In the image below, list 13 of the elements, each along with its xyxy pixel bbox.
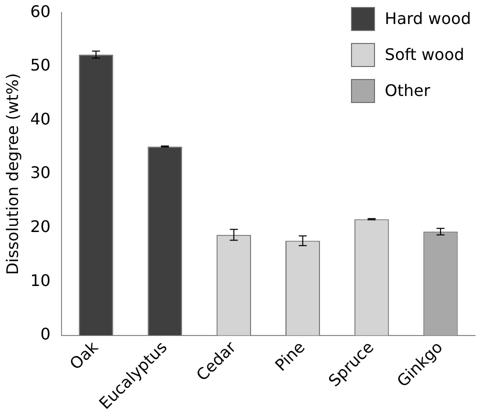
y-tick-label: 30: [30, 163, 51, 182]
y-tick-label: 20: [30, 216, 51, 236]
x-tick-label: Pine: [271, 338, 308, 375]
y-axis-title: Dissolution degree (wt%): [2, 73, 22, 275]
y-tick-label: 10: [30, 270, 51, 290]
legend-label: Other: [384, 81, 430, 100]
legend-label: Soft wood: [384, 45, 464, 64]
y-tick-label: 40: [30, 109, 51, 128]
x-tick-label: Oak: [66, 337, 102, 374]
legend-label: Hard wood: [384, 9, 471, 28]
y-tick-label: 0: [40, 324, 51, 344]
y-tick-label: 60: [30, 2, 51, 21]
y-tick-label: 50: [30, 56, 51, 75]
